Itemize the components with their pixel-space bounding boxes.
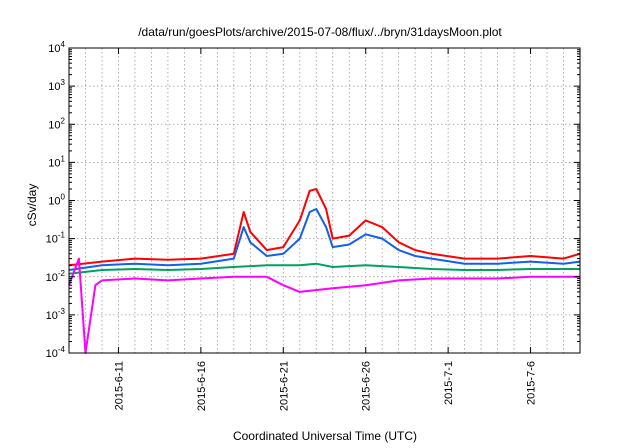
y-axis: 10-4 10-3 10-2 10-1 100 101 102 103 104 [46,40,580,360]
series-line [68,188,581,267]
y-tick-label: 10-4 [46,345,66,360]
y-tick-label: 103 [48,78,65,93]
chart-title: /data/run/goesPlots/archive/2015-07-08/f… [138,25,502,39]
y-axis-label: cSv/day [25,184,39,227]
x-axis-label: Coordinated Universal Time (UTC) [233,429,417,443]
y-tick-label: 10-3 [46,307,66,322]
x-tick-label: 2015-6-21 [278,361,290,411]
series-line [68,208,581,271]
series-line [68,257,580,354]
x-tick-label: 2015-7-6 [526,361,538,405]
x-tick-label: 2015-6-16 [196,361,208,411]
x-tick-label: 2015-6-11 [113,361,125,410]
y-tick-label: 100 [48,193,65,208]
y-tick-label: 104 [48,40,65,55]
y-tick-label: 10-2 [46,269,66,284]
series-layer [68,188,581,354]
x-tick-label: 2015-6-26 [361,361,373,411]
y-tick-label: 10-1 [46,231,66,246]
grid [69,48,580,353]
series-line [68,262,580,275]
y-tick-label: 102 [48,116,65,131]
y-tick-label: 101 [48,154,65,169]
x-axis: 2015-6-11 2015-6-16 2015-6-21 2015-6-26 2015… [113,48,538,411]
x-tick-label: 2015-7-1 [443,361,455,405]
